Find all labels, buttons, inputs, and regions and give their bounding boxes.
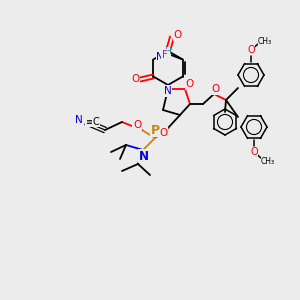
Text: P: P [150, 124, 160, 136]
Text: O: O [174, 30, 182, 40]
Text: O: O [212, 84, 220, 94]
Text: H: H [164, 47, 171, 56]
Text: F: F [162, 50, 168, 59]
Text: N: N [156, 52, 164, 62]
Text: O: O [247, 45, 255, 55]
Text: CH₃: CH₃ [261, 157, 275, 166]
Text: N: N [164, 86, 172, 96]
Text: O: O [159, 128, 167, 138]
Text: N: N [75, 115, 83, 125]
Text: O: O [250, 147, 258, 157]
Text: O: O [133, 120, 141, 130]
Text: N: N [139, 149, 149, 163]
Text: O: O [131, 74, 140, 85]
Text: CH₃: CH₃ [258, 37, 272, 46]
Text: ≡: ≡ [86, 117, 94, 127]
Text: C: C [93, 117, 99, 127]
Text: O: O [186, 79, 194, 89]
